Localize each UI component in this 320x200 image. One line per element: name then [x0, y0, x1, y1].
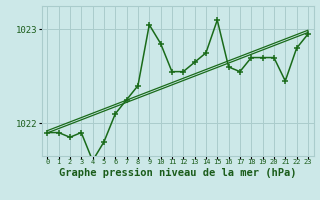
X-axis label: Graphe pression niveau de la mer (hPa): Graphe pression niveau de la mer (hPa)	[59, 168, 296, 178]
